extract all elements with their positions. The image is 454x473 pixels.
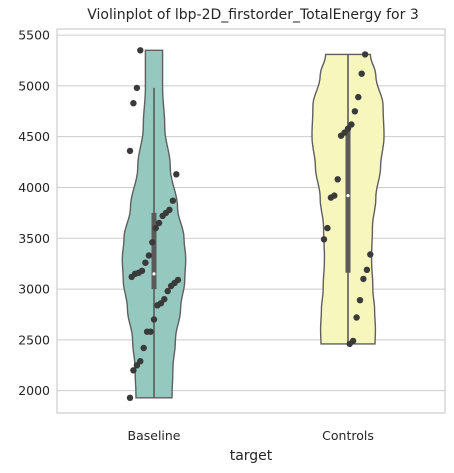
data-point [142, 259, 149, 266]
data-point [133, 84, 141, 92]
data-point [145, 252, 153, 259]
data-point [361, 51, 369, 58]
data-point [126, 147, 134, 155]
data-point [348, 121, 355, 128]
data-point [137, 358, 144, 365]
data-point [363, 266, 371, 273]
data-point [138, 267, 146, 274]
data-point [140, 344, 147, 352]
y-tick-label: 2500 [18, 332, 50, 347]
data-point [152, 224, 159, 232]
data-point [367, 251, 374, 258]
x-axis-ticks: Baseline Controls [128, 428, 374, 443]
data-point [320, 236, 328, 243]
data-point [149, 239, 156, 246]
data-point [355, 93, 362, 101]
grid-layer [57, 34, 445, 392]
data-point [166, 206, 173, 213]
x-axis-label: target [230, 448, 273, 464]
y-tick-label: 3000 [18, 282, 50, 297]
x-tick-label: Controls [322, 428, 374, 443]
data-point [358, 70, 365, 77]
data-point [360, 275, 367, 283]
data-point [130, 367, 137, 374]
plot-frame [56, 28, 446, 414]
chart-title: Violinplot of lbp-2D_firstorder_TotalEne… [87, 7, 418, 23]
data-point [137, 47, 144, 54]
data-point [349, 337, 357, 345]
median-marker [346, 194, 350, 198]
data-point [155, 219, 163, 227]
data-point [173, 171, 180, 178]
y-axis-ticks: 2000 2500 3000 3500 4000 4500 5000 5500 [18, 28, 50, 399]
data-point [174, 276, 182, 284]
data-point [331, 192, 338, 199]
data-point [353, 314, 360, 321]
y-tick-label: 5000 [18, 78, 50, 93]
median-marker [152, 272, 156, 276]
data-point [334, 176, 341, 183]
data-point [161, 296, 168, 303]
data-point [150, 316, 158, 323]
y-tick-label: 4000 [18, 180, 50, 195]
y-tick-label: 5500 [18, 28, 50, 43]
data-point [169, 197, 177, 204]
y-tick-label: 2000 [18, 383, 50, 398]
data-point [130, 100, 137, 107]
data-point [164, 287, 171, 295]
data-point [356, 297, 364, 304]
point-layer [126, 47, 374, 401]
data-point [126, 394, 134, 401]
data-point [147, 328, 154, 335]
data-point [324, 224, 331, 232]
y-tick-label: 4500 [18, 129, 50, 144]
data-point [351, 108, 359, 115]
y-tick-label: 3500 [18, 231, 50, 246]
x-tick-label: Baseline [128, 428, 181, 443]
